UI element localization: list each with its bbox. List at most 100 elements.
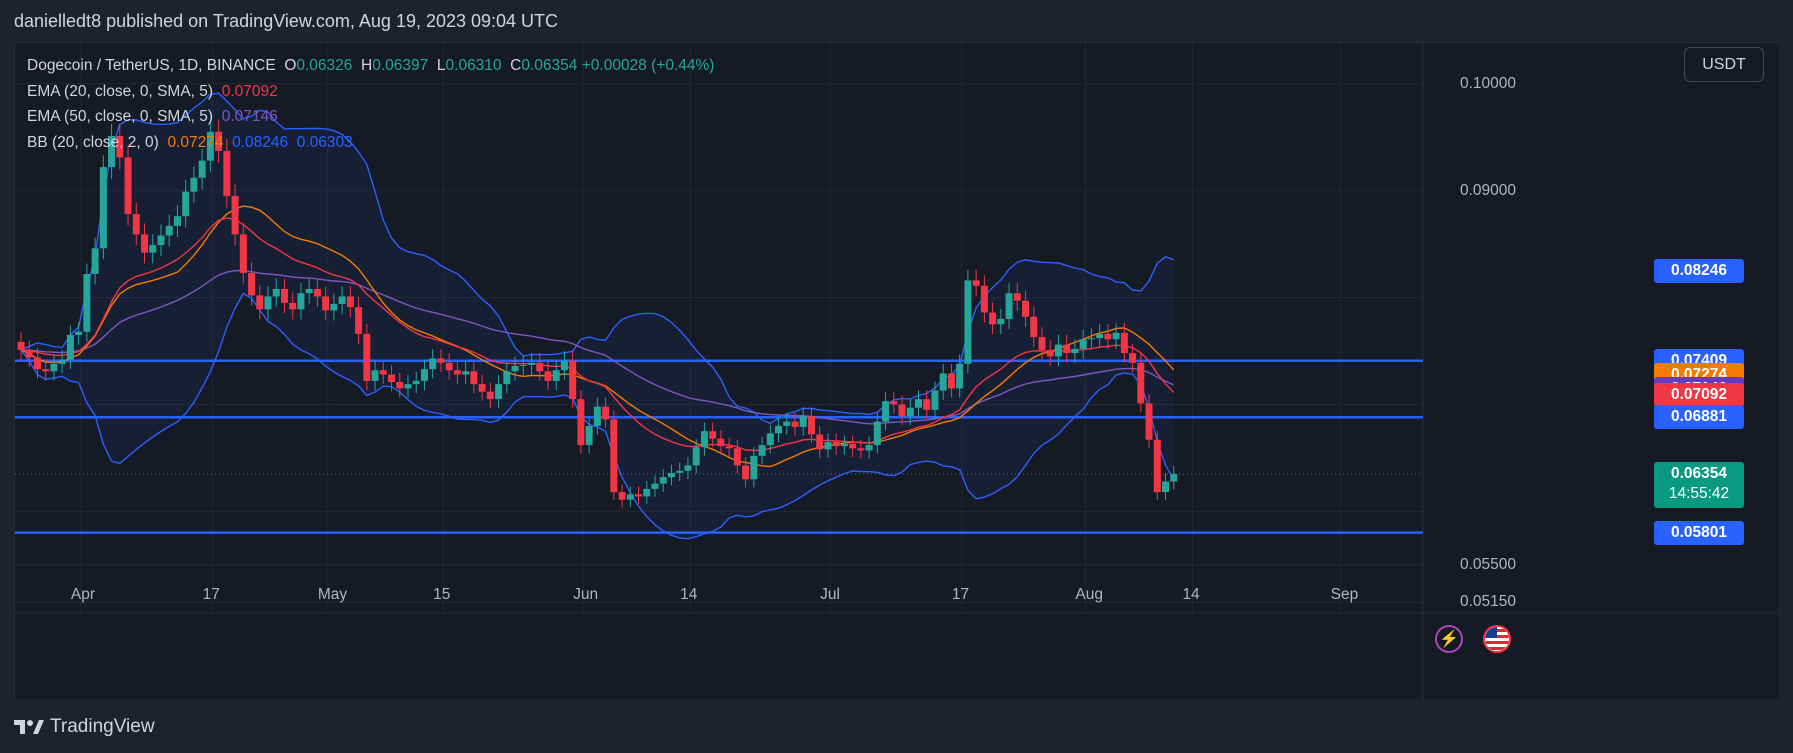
us-flag-icon[interactable] bbox=[1483, 625, 1511, 653]
candle-body bbox=[1096, 333, 1104, 339]
candle-body bbox=[1170, 473, 1178, 482]
candle-body bbox=[989, 312, 997, 325]
high-value: 0.06397 bbox=[372, 57, 429, 74]
ema20-line bbox=[20, 217, 1175, 452]
time-axis-label: 17 bbox=[951, 586, 970, 603]
last-price-tag: 0.06354 14:55:42 bbox=[1654, 461, 1744, 508]
time-axis-label: Jul bbox=[820, 586, 840, 603]
candle-body bbox=[511, 365, 519, 372]
close-value: 0.06354 bbox=[521, 57, 578, 74]
candle-body bbox=[626, 494, 634, 500]
candle-body bbox=[1087, 338, 1095, 340]
lightning-icon[interactable]: ⚡ bbox=[1435, 625, 1463, 653]
candle-body bbox=[190, 177, 198, 192]
candle-body bbox=[725, 446, 733, 449]
candle-body bbox=[355, 307, 363, 334]
candle-body bbox=[618, 492, 626, 500]
price-axis-label: 0.09000 bbox=[1460, 181, 1517, 199]
candle-body bbox=[602, 406, 610, 420]
candle-body bbox=[610, 419, 618, 493]
candle-body bbox=[338, 296, 346, 304]
candle-body bbox=[519, 364, 527, 366]
candle-body bbox=[914, 399, 922, 408]
candle-body bbox=[33, 357, 41, 370]
candle-body bbox=[1005, 293, 1013, 319]
ema20-label: EMA (20, close, 0, SMA, 5) bbox=[27, 82, 214, 100]
candle-body bbox=[116, 136, 124, 158]
candle-body bbox=[766, 433, 774, 446]
candle-body bbox=[807, 416, 815, 435]
candle-body bbox=[939, 373, 947, 391]
price-tag: 0.08246 bbox=[1654, 259, 1744, 284]
candle-body bbox=[1129, 353, 1137, 363]
candle-body bbox=[313, 288, 321, 297]
candle-body bbox=[404, 384, 412, 389]
price-axis-label: 0.05500 bbox=[1460, 555, 1517, 573]
candle-body bbox=[1013, 293, 1021, 301]
bb-label: BB (20, close, 2, 0) bbox=[27, 133, 159, 151]
candle-body bbox=[1054, 344, 1062, 357]
candle-body bbox=[108, 136, 116, 168]
candle-body bbox=[330, 303, 338, 311]
candle-body bbox=[577, 399, 585, 446]
candle-body bbox=[775, 425, 783, 434]
legend-ema20-row[interactable]: EMA (20, close, 0, SMA, 5) 0.07092 bbox=[27, 79, 714, 105]
candle-body bbox=[865, 445, 873, 451]
symbol-label[interactable]: Dogecoin / TetherUS, 1D, BINANCE bbox=[27, 57, 276, 74]
candle-body bbox=[643, 488, 651, 497]
candle-body bbox=[503, 371, 511, 385]
candle-body bbox=[66, 334, 74, 360]
time-axis-label: 15 bbox=[433, 586, 451, 603]
bb-basis-value: 0.07274 bbox=[167, 133, 224, 151]
chart-panel[interactable]: Dogecoin / TetherUS, 1D, BINANCE O0.0632… bbox=[14, 42, 1779, 699]
candle-body bbox=[528, 362, 536, 365]
candle-body bbox=[840, 444, 848, 447]
ema50-label: EMA (50, close, 0, SMA, 5) bbox=[27, 108, 214, 125]
candle-body bbox=[215, 131, 223, 152]
candle-body bbox=[437, 358, 445, 363]
candle-body bbox=[445, 362, 453, 371]
candle-body bbox=[99, 167, 107, 249]
candle-body bbox=[931, 390, 939, 410]
candle-body bbox=[709, 431, 717, 439]
candle-body bbox=[379, 370, 387, 375]
low-value: 0.06310 bbox=[445, 57, 502, 74]
candle-body bbox=[206, 131, 214, 161]
candle-body bbox=[91, 248, 99, 274]
ema50-line bbox=[20, 269, 1174, 425]
candle-body bbox=[256, 295, 264, 310]
time-axis-label: May bbox=[317, 586, 348, 603]
candle-body bbox=[1137, 362, 1145, 404]
candle-body bbox=[223, 151, 231, 196]
legend-ema50-row[interactable]: EMA (50, close, 0, SMA, 5) 0.07146 bbox=[27, 104, 714, 130]
candle-body bbox=[906, 407, 914, 417]
candle-body bbox=[412, 380, 420, 385]
candle-body bbox=[684, 465, 692, 471]
candle-body bbox=[997, 318, 1005, 325]
candle-body bbox=[750, 455, 758, 480]
candle-body bbox=[420, 369, 428, 381]
publisher-line: danielledt8 published on TradingView.com… bbox=[14, 11, 559, 31]
candle-body bbox=[544, 371, 552, 381]
time-axis-label: Apr bbox=[70, 586, 95, 603]
candle-body bbox=[149, 245, 157, 253]
candle-body bbox=[1079, 339, 1087, 349]
brand-name: TradingView bbox=[50, 716, 155, 737]
candle-body bbox=[322, 296, 330, 311]
footer[interactable]: TradingView bbox=[14, 716, 155, 738]
change-value: +0.00028 (+0.44%) bbox=[581, 57, 715, 74]
candle-body bbox=[742, 465, 750, 480]
candle-body bbox=[651, 483, 659, 489]
candle-body bbox=[363, 333, 371, 381]
legend-bb-row[interactable]: BB (20, close, 2, 0) 0.07274 0.08246 0.0… bbox=[27, 130, 714, 156]
candle-body bbox=[700, 431, 708, 448]
candle-body bbox=[83, 273, 91, 332]
price-chart[interactable] bbox=[15, 43, 1779, 699]
candle-body bbox=[857, 448, 865, 451]
currency-button[interactable]: USDT bbox=[1684, 47, 1764, 82]
candle-body bbox=[280, 288, 288, 303]
candle-body bbox=[1071, 348, 1079, 354]
price-tag: 0.06881 bbox=[1654, 405, 1744, 430]
low-label: L bbox=[436, 57, 446, 74]
candle-body bbox=[832, 441, 840, 447]
